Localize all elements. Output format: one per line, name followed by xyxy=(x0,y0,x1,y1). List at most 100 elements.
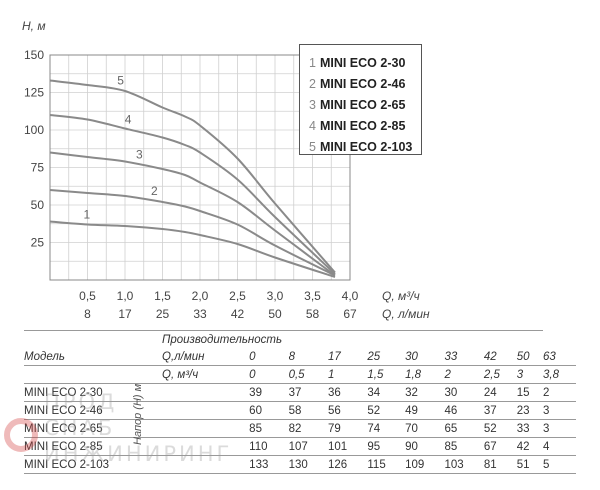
series-line-4 xyxy=(49,114,336,275)
head-value-cell: 79 xyxy=(327,419,368,438)
series-label-5: 5 xyxy=(117,73,124,87)
y-tick-label: 150 xyxy=(24,48,44,62)
head-value-cell: 39 xyxy=(249,383,289,402)
x-tick-label-secondary: 17 xyxy=(118,307,132,321)
head-value-cell: 133 xyxy=(249,455,289,474)
x-axis-label-secondary: Q, л/мин xyxy=(382,307,430,321)
flow-lmin-cell: 50 xyxy=(516,348,544,366)
head-value-cell: 130 xyxy=(288,455,328,474)
legend-number: 3 xyxy=(309,98,316,112)
series-lines: 1 2 3 4 5 xyxy=(49,73,336,278)
grid xyxy=(49,54,351,281)
legend-item: 4 MINI ECO 2-85 xyxy=(309,116,421,137)
head-value-cell: 51 xyxy=(516,455,544,474)
x-tick-label-secondary: 42 xyxy=(231,307,245,321)
legend-number: 4 xyxy=(309,119,316,133)
flow-lmin-cell: 42 xyxy=(483,348,517,366)
series-line-1 xyxy=(49,220,336,278)
head-value-cell: 85 xyxy=(444,437,484,456)
head-value-cell: 24 xyxy=(483,383,517,402)
legend-number: 1 xyxy=(309,56,316,70)
head-value-cell: 32 xyxy=(405,383,445,402)
x-tick-label-secondary: 50 xyxy=(268,307,282,321)
legend-name: MINI ECO 2-85 xyxy=(319,119,406,133)
head-value-cell: 34 xyxy=(367,383,406,402)
head-value-cell: 49 xyxy=(405,401,445,420)
head-value-cell: 46 xyxy=(444,401,484,420)
row-label-lmin: Q,л/мин xyxy=(162,348,250,366)
x-tick-label-secondary: 67 xyxy=(343,307,357,321)
head-value-cell: 82 xyxy=(288,419,328,438)
head-value-cell: 81 xyxy=(483,455,517,474)
y-tick-label: 25 xyxy=(31,236,45,250)
legend-name: MINI ECO 2-103 xyxy=(319,140,413,154)
head-value-cell: 36 xyxy=(327,383,368,402)
y-tick-label: 75 xyxy=(31,161,45,175)
legend-item: 1 MINI ECO 2-30 xyxy=(309,53,421,74)
model-name-cell: MINI ECO 2-65 xyxy=(24,419,162,438)
spacer-cell xyxy=(162,419,250,438)
x-tick-label-secondary: 8 xyxy=(84,307,91,321)
head-value-cell: 95 xyxy=(367,437,406,456)
x-tick-label-primary: 0,5 xyxy=(79,289,96,303)
head-value-cell: 103 xyxy=(444,455,484,474)
series-label-3: 3 xyxy=(136,148,143,162)
flow-m3h-cell: 1,8 xyxy=(405,365,445,384)
head-value-cell: 3 xyxy=(543,419,576,438)
x-tick-label-secondary: 58 xyxy=(306,307,320,321)
flow-m3h-cell: 2,5 xyxy=(483,365,517,384)
head-value-cell: 65 xyxy=(444,419,484,438)
series-label-2: 2 xyxy=(151,184,158,198)
series-label-1: 1 xyxy=(84,208,91,222)
head-value-cell: 101 xyxy=(327,437,368,456)
header-performance: Производительность xyxy=(162,330,544,348)
head-value-cell: 70 xyxy=(405,419,445,438)
x-tick-label-primary: 1,5 xyxy=(154,289,171,303)
head-value-cell: 52 xyxy=(367,401,406,420)
legend-name: MINI ECO 2-46 xyxy=(319,77,406,91)
head-value-cell: 5 xyxy=(543,455,576,474)
x-tick-label-primary: 1,0 xyxy=(117,289,134,303)
spacer-cell xyxy=(162,437,250,456)
flow-m3h-cell: 1,5 xyxy=(367,365,406,384)
head-value-cell: 107 xyxy=(288,437,328,456)
y-tick-label: 50 xyxy=(31,198,45,212)
series-line-5 xyxy=(49,79,336,274)
model-name-cell: MINI ECO 2-103 xyxy=(24,455,162,474)
flow-m3h-cell: 2 xyxy=(444,365,484,384)
x-tick-label-primary: 4,0 xyxy=(342,289,359,303)
spacer-cell xyxy=(162,401,250,420)
plot-frame xyxy=(49,54,351,281)
legend-name: MINI ECO 2-30 xyxy=(319,56,406,70)
legend-name: MINI ECO 2-65 xyxy=(319,98,406,112)
head-value-cell: 23 xyxy=(516,401,544,420)
row-label-m3h: Q, м³/ч xyxy=(162,365,250,384)
flow-lmin-cell: 8 xyxy=(288,348,328,366)
flow-m3h-cell: 0 xyxy=(249,365,289,384)
head-value-cell: 109 xyxy=(405,455,445,474)
head-label: Напор (H) м xyxy=(132,383,144,445)
head-value-cell: 85 xyxy=(249,419,289,438)
x-tick-label-secondary: 33 xyxy=(193,307,207,321)
flow-m3h-cell: 3 xyxy=(516,365,544,384)
spacer-cell xyxy=(162,455,250,474)
head-value-cell: 37 xyxy=(288,383,328,402)
model-name-cell: MINI ECO 2-30 xyxy=(24,383,162,402)
head-value-cell: 30 xyxy=(444,383,484,402)
head-value-cell: 37 xyxy=(483,401,517,420)
flow-lmin-cell: 25 xyxy=(367,348,406,366)
y-tick-label: 125 xyxy=(24,86,44,100)
head-value-cell: 126 xyxy=(327,455,368,474)
x-tick-label-secondary: 25 xyxy=(156,307,170,321)
series-label-4: 4 xyxy=(125,112,132,126)
x-tick-label-primary: 2,5 xyxy=(229,289,246,303)
x-axis-label-primary: Q, м³/ч xyxy=(382,289,420,303)
table-row: MINI ECO 2-65 85 82 79 74 70 65 52 33 3 xyxy=(24,419,576,438)
head-value-cell: 2 xyxy=(543,383,576,402)
model-name-cell: MINI ECO 2-46 xyxy=(24,401,162,420)
performance-table: Производительность Модель Q,л/мин 0 8 17 25… xyxy=(24,330,576,474)
head-value-cell: 42 xyxy=(516,437,544,456)
series-line-3 xyxy=(49,151,336,277)
